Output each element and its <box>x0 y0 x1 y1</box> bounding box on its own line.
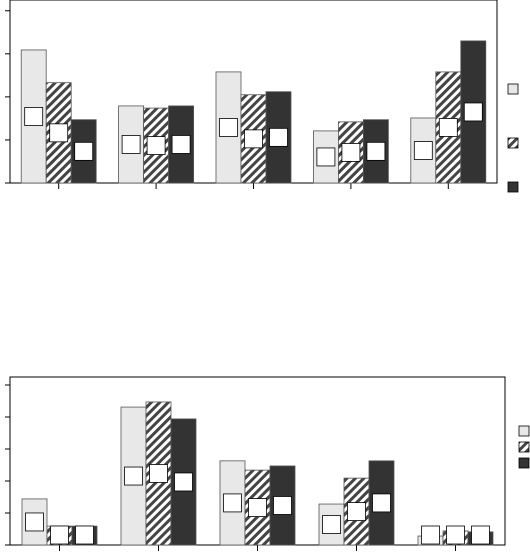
value-label-box <box>219 118 238 137</box>
value-label-box <box>24 107 44 126</box>
value-label-box <box>248 498 267 517</box>
value-label-box <box>471 525 490 545</box>
value-label-box <box>75 525 94 545</box>
value-label-box <box>413 141 433 160</box>
value-label-box <box>50 525 69 545</box>
legend-swatch <box>507 181 519 193</box>
value-label-box <box>174 472 193 492</box>
value-label-box <box>121 135 141 154</box>
value-label-box <box>446 525 465 545</box>
value-label-box <box>372 493 391 513</box>
value-label-box <box>124 466 143 486</box>
value-label-box <box>341 143 361 162</box>
value-label-box <box>149 464 168 483</box>
value-label-box <box>273 496 292 515</box>
value-label-box <box>366 141 386 161</box>
value-label-box <box>49 123 69 143</box>
legend-swatch <box>518 425 530 437</box>
value-label-box <box>322 515 341 534</box>
value-label-box <box>171 135 191 154</box>
value-label-box <box>74 141 94 161</box>
value-label-box <box>146 136 166 155</box>
value-label-box <box>347 502 366 521</box>
value-label-box <box>438 118 458 137</box>
legend-swatch <box>518 441 530 453</box>
legend-swatch <box>507 137 519 149</box>
value-label-box <box>269 127 288 147</box>
value-label-box <box>421 525 440 545</box>
value-label-box <box>25 512 44 532</box>
value-label-box <box>463 102 483 122</box>
value-label-box <box>316 147 336 167</box>
legend-swatch <box>507 83 519 95</box>
value-label-box <box>244 129 263 149</box>
legend-swatch <box>518 457 530 469</box>
value-label-box <box>223 493 242 513</box>
